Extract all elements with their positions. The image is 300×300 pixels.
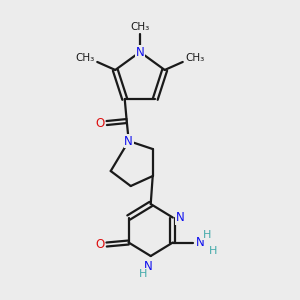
Text: O: O [95,116,104,130]
Text: N: N [176,211,184,224]
Text: H: H [208,245,217,256]
Text: N: N [195,236,204,249]
Text: H: H [202,230,211,239]
Text: N: N [136,46,144,59]
Text: CH₃: CH₃ [185,53,204,63]
Text: O: O [95,238,104,251]
Text: N: N [144,260,153,272]
Text: CH₃: CH₃ [130,22,150,32]
Text: N: N [124,134,133,148]
Text: CH₃: CH₃ [76,53,95,63]
Text: H: H [139,269,147,279]
